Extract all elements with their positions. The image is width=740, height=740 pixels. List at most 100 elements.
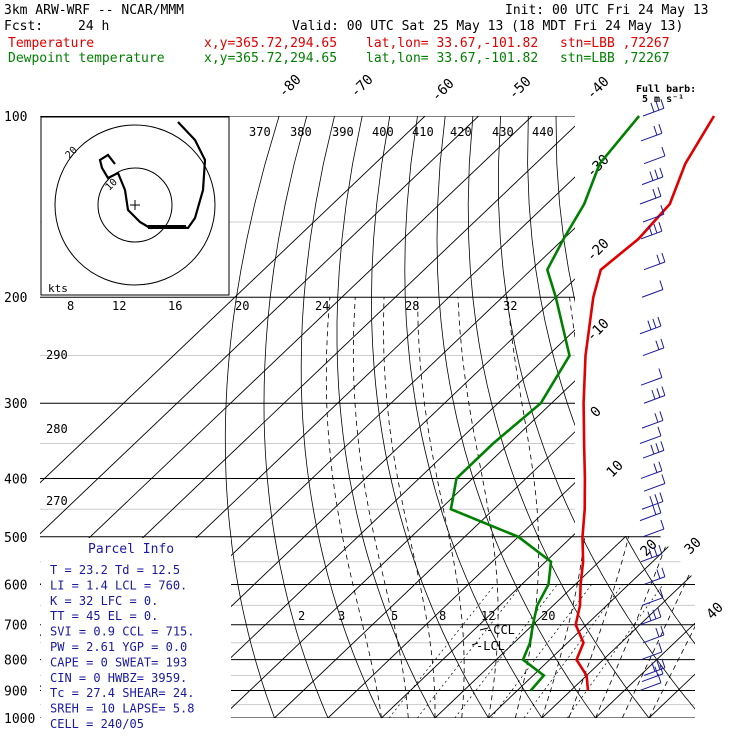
wind-barb-flag	[655, 627, 660, 638]
wind-barb-flag	[657, 426, 662, 436]
moist-adiabat-line	[417, 297, 465, 718]
parcel-info-line: SVI = 0.9 CCL = 715.	[50, 625, 195, 639]
hodograph-ring-inner	[97, 167, 173, 243]
parcel-info-line: Tc = 27.4 SHEAR= 24.	[50, 686, 195, 700]
wind-barb-flag	[652, 188, 657, 199]
ccl-label: -CCL	[486, 623, 515, 637]
wind-barb-flag	[652, 505, 657, 515]
pressure-tick-label: 700	[4, 619, 27, 634]
wind-barb-staff	[643, 576, 666, 585]
wind-barb-staff	[641, 673, 664, 683]
pressure-tick-label: 500	[4, 531, 27, 546]
theta-label: 370	[249, 125, 271, 139]
dewpoint-latlon: lat,lon= 33.67,-101.82	[366, 51, 539, 66]
wind-barb-flag	[653, 463, 658, 473]
wind-barb-flag	[654, 494, 659, 504]
mixing-ratio-label: 20	[541, 609, 555, 623]
wind-barb-staff	[640, 553, 663, 563]
theta-label: 440	[532, 125, 554, 139]
full-barb-label: Full barb:	[636, 84, 697, 95]
moist-adiabat-line	[325, 297, 382, 718]
wind-barb-flag	[661, 252, 666, 263]
hodograph-units-label: kts	[48, 282, 68, 295]
mixing-ratio-label: 12	[481, 609, 495, 623]
theta-label: 420	[450, 125, 472, 139]
wind-barb-flag	[653, 125, 658, 136]
wind-barb-staff	[641, 419, 664, 429]
isotherm-line	[40, 116, 533, 718]
theta-left-label: 290	[46, 348, 68, 362]
wind-barb	[642, 99, 665, 117]
wind-barb	[640, 642, 663, 661]
parcel-info-title: Parcel Info	[88, 542, 174, 557]
wind-barb-flag	[660, 441, 665, 451]
hodograph-ring-outer	[54, 124, 216, 286]
dry-adiabat-line	[694, 116, 695, 718]
wind-barb-staff	[642, 634, 665, 644]
wind-barb	[641, 280, 664, 298]
wind-barb-flag	[660, 338, 665, 349]
wind-barb	[639, 426, 662, 444]
wind-barb	[640, 544, 663, 563]
isotherm-label: 30	[682, 535, 705, 558]
parcel-info-line: PW = 2.61 YGP = 0.0	[50, 640, 187, 654]
isotherm-label: 10	[604, 458, 627, 481]
wind-barb-flag	[661, 567, 666, 577]
wind-barb	[643, 146, 666, 165]
dewpoint-station: stn=LBB ,72267	[560, 51, 670, 66]
hodograph-trace	[98, 121, 207, 230]
isotherm-line	[167, 116, 695, 718]
wind-barb-flag	[648, 225, 653, 235]
isotherm-label: -50	[506, 74, 535, 103]
wind-barb-staff	[641, 289, 664, 298]
theta-label: 410	[412, 125, 434, 139]
full-barb-units: 5 m s⁻¹	[642, 94, 685, 105]
moist-adiabat-line	[352, 297, 409, 718]
hodograph-speed-label: 16	[168, 299, 182, 313]
wind-barb	[640, 222, 663, 240]
init-time: Init: 00 UTC Fri 24 May 13	[505, 3, 709, 18]
wind-barb-flag	[659, 167, 664, 178]
wind-barb-flag	[647, 611, 652, 621]
wind-barb-flag	[660, 519, 665, 530]
wind-barb-flag	[657, 187, 662, 197]
wind-barb-flag	[659, 588, 664, 598]
wind-barb-flag	[659, 280, 664, 290]
wind-barb-flag	[656, 388, 661, 398]
wind-barb-flag	[658, 368, 663, 378]
pressure-tick-label: 300	[4, 397, 27, 412]
ccl-tick	[479, 627, 489, 631]
dry-adiabat-line	[224, 116, 280, 718]
dry-adiabat-line	[371, 116, 489, 718]
mixing-ratio-label: 8	[439, 609, 446, 623]
pressure-tick-label: 600	[4, 578, 27, 593]
wind-barb	[642, 338, 665, 357]
wind-barb-staff	[641, 176, 664, 186]
wind-barb	[639, 503, 662, 522]
isotherm-label: 20	[638, 537, 661, 560]
wind-barb	[643, 386, 666, 404]
theta-label: 390	[332, 125, 354, 139]
isotherm-label: 40	[704, 600, 727, 623]
isotherm-line	[541, 116, 695, 718]
wind-barb-flag	[653, 223, 658, 234]
moist-adiabat-line	[382, 297, 436, 718]
pressure-tick-label: 200	[4, 291, 27, 306]
moist-adiabat-line	[507, 297, 540, 718]
wind-barb-flag	[650, 444, 655, 455]
wind-barb-staff	[641, 501, 664, 510]
moist-adiabat-line	[568, 297, 652, 718]
plot-area	[40, 116, 695, 718]
wind-barb-staff	[640, 132, 663, 142]
forecast-label: Fcst:	[4, 19, 44, 34]
isotherm-line	[220, 116, 695, 718]
dry-adiabat-line	[611, 116, 695, 718]
wind-barb-flag	[657, 607, 662, 618]
hodograph-speed-label: 24	[315, 299, 329, 313]
temperature-profile	[574, 115, 716, 691]
moist-adiabat-line	[648, 297, 695, 718]
isotherm-line	[40, 116, 426, 718]
wind-barb-flag	[655, 100, 660, 111]
dewpoint-legend: Dewpoint temperature	[8, 51, 165, 66]
